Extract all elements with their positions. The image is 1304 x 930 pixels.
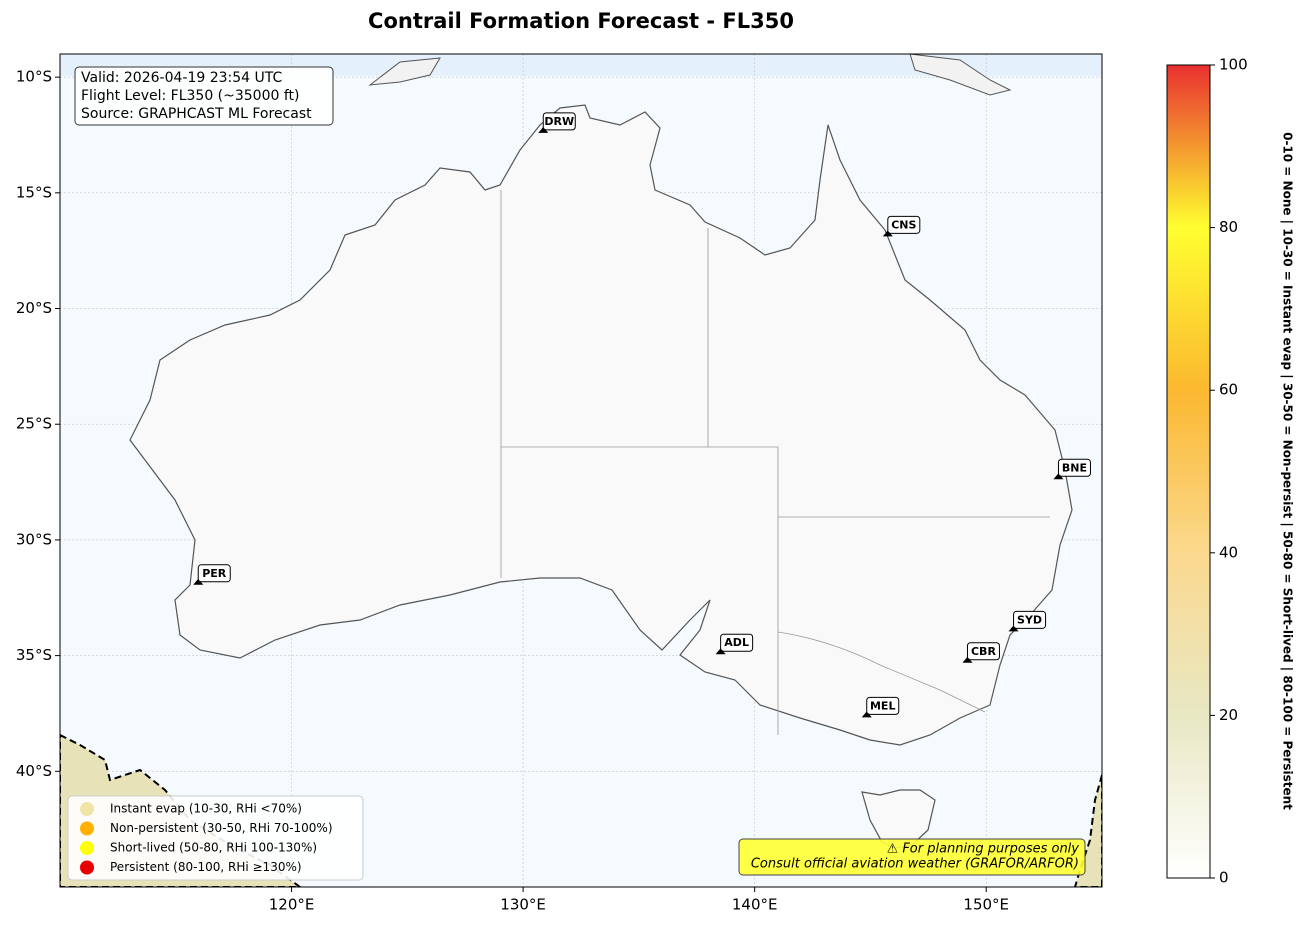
- airport-marker: [1053, 473, 1064, 480]
- legend-label: Persistent (80-100, RHi ≥130%): [110, 860, 302, 874]
- warning-box: [738, 838, 1086, 876]
- airport-label-box: [720, 633, 754, 652]
- colorbar-tick-label: 0: [1219, 869, 1229, 887]
- airport-label: MEL: [870, 699, 895, 712]
- airport-label-box: [887, 215, 921, 234]
- tasmania: [861, 789, 936, 849]
- legend-marker: [80, 821, 94, 836]
- legend-marker: [80, 802, 94, 816]
- y-tick-label: 30°S: [16, 530, 52, 548]
- y-tick-label: 20°S: [16, 299, 52, 317]
- airport-marker: [538, 126, 549, 133]
- airport-label-box: [542, 112, 576, 131]
- chart-title: Contrail Formation Forecast - FL350: [368, 9, 794, 33]
- y-tick-label: 25°S: [16, 415, 52, 433]
- state-borders: [500, 190, 1050, 735]
- legend-marker: [80, 841, 94, 855]
- warning-text: ⚠ For planning purposes only: [887, 842, 1080, 857]
- y-tick-label: 40°S: [16, 762, 52, 780]
- info-text: Flight Level: FL350 (~35000 ft): [81, 88, 300, 104]
- colorbar-tick-label: 20: [1219, 706, 1238, 724]
- legend-label: Instant evap (10-30, RHi <70%): [110, 802, 302, 816]
- x-tick-label: 120°E: [269, 896, 315, 914]
- colorbar-tick-label: 100: [1219, 56, 1248, 74]
- info-text: Valid: 2026-04-19 23:54 UTC: [81, 70, 282, 86]
- colorbar-tick-label: 40: [1219, 543, 1238, 561]
- airport-label: CNS: [891, 218, 916, 231]
- x-tick-label: 130°E: [500, 896, 546, 914]
- airport-marker: [962, 656, 973, 663]
- zone-se: [1073, 774, 1102, 887]
- colorbar-tick-label: 60: [1219, 381, 1238, 399]
- colorbar-label: 0-10 = None | 10-30 = Instant evap | 30-…: [1281, 132, 1295, 810]
- warning-text: Consult official aviation weather (GRAFO…: [751, 857, 1079, 872]
- y-tick-label: 15°S: [16, 183, 52, 201]
- airport-marker: [715, 648, 726, 655]
- islands-north: [368, 54, 1012, 96]
- airport-label: SYD: [1017, 613, 1042, 626]
- colorbar: [1166, 64, 1211, 879]
- legend-box: [67, 795, 364, 881]
- colorbar-tick-label: 80: [1219, 218, 1238, 236]
- y-tick-label: 35°S: [16, 646, 52, 664]
- airport-label-box: [966, 642, 1000, 661]
- info-text: Source: GRAPHCAST ML Forecast: [81, 106, 312, 122]
- legend-label: Non-persistent (30-50, RHi 70-100%): [110, 821, 333, 835]
- airport-label-box: [866, 696, 900, 715]
- airport-marker: [193, 578, 204, 585]
- airport-label-box: [1013, 610, 1047, 629]
- australia: [129, 104, 1073, 746]
- legend-label: Short-lived (50-80, RHi 100-130%): [110, 841, 317, 855]
- airport-label: BNE: [1062, 461, 1087, 474]
- airport-marker: [882, 230, 893, 237]
- airport-marker: [1008, 625, 1019, 632]
- airport-label: PER: [202, 567, 227, 580]
- airport-label-box: [1057, 458, 1091, 477]
- airport-label: DRW: [544, 115, 574, 128]
- airport-label: CBR: [971, 645, 996, 658]
- info-box: [74, 66, 334, 126]
- x-tick-label: 140°E: [732, 896, 778, 914]
- map-frame: [59, 53, 1103, 888]
- x-tick-label: 150°E: [963, 896, 1009, 914]
- airport-label: ADL: [724, 636, 749, 649]
- airport-marker: [861, 711, 872, 718]
- legend-marker: [80, 860, 94, 875]
- airport-label-box: [197, 564, 231, 583]
- y-tick-label: 10°S: [16, 68, 52, 86]
